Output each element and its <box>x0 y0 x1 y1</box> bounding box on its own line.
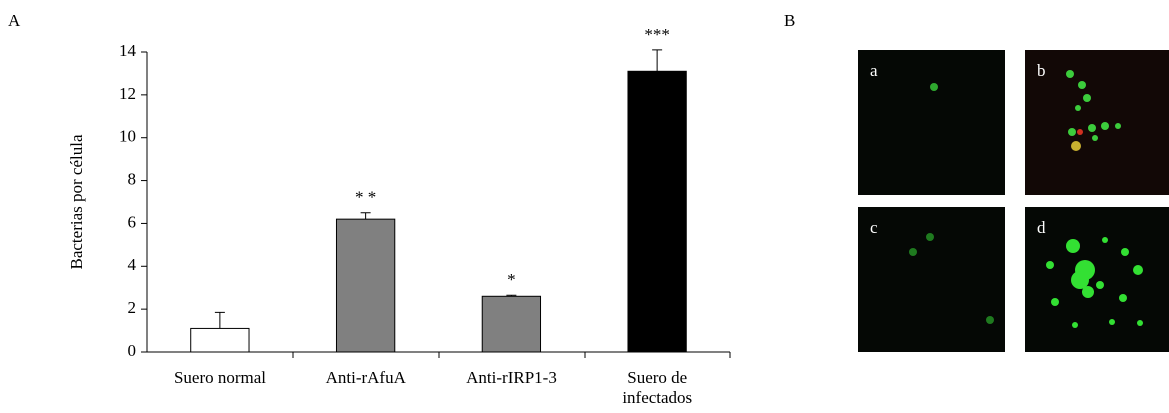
bar <box>336 219 394 352</box>
micrograph: a <box>858 50 1005 195</box>
y-tick-label: 0 <box>128 341 137 360</box>
bar <box>191 328 249 352</box>
panel-label: A <box>8 11 21 30</box>
page: A B Bacterias por célula a b c d 0 2 4 6 8 10… <box>0 0 1169 413</box>
micrograph: b <box>1025 50 1169 195</box>
image-label: a <box>870 61 878 80</box>
micrograph: d <box>1025 207 1169 352</box>
x-tick-label: Anti-rIRP1-3 <box>439 368 585 388</box>
image-label: c <box>870 218 878 237</box>
significance-label: * * <box>355 188 376 207</box>
significance-label: *** <box>644 25 670 44</box>
error-bar <box>215 312 225 328</box>
bar <box>628 71 686 352</box>
y-tick-label: 4 <box>128 255 137 274</box>
error-bar <box>361 213 371 219</box>
micrograph: c <box>858 207 1005 352</box>
x-tick-label: Suero normal <box>147 368 293 388</box>
bar <box>482 296 540 352</box>
image-label: d <box>1037 218 1046 237</box>
error-bar <box>652 50 662 71</box>
y-tick-label: 14 <box>119 41 137 60</box>
significance-label: * <box>507 270 516 289</box>
x-tick-label: Suero de infectados <box>584 368 730 408</box>
y-tick-label: 6 <box>128 212 137 231</box>
figure: A B Bacterias por célula a b c d 0 2 4 6 8 10… <box>0 0 1169 413</box>
y-tick-label: 10 <box>119 127 136 146</box>
x-tick-label: Anti-rAfuA <box>293 368 439 388</box>
panel-label: B <box>784 11 795 30</box>
y-tick-label: 12 <box>119 84 136 103</box>
y-tick-label: 2 <box>128 298 137 317</box>
x-ticks <box>293 352 730 358</box>
y-tick-label: 8 <box>128 169 137 188</box>
y-axis-label: Bacterias por célula <box>67 134 86 269</box>
image-label: b <box>1037 61 1046 80</box>
